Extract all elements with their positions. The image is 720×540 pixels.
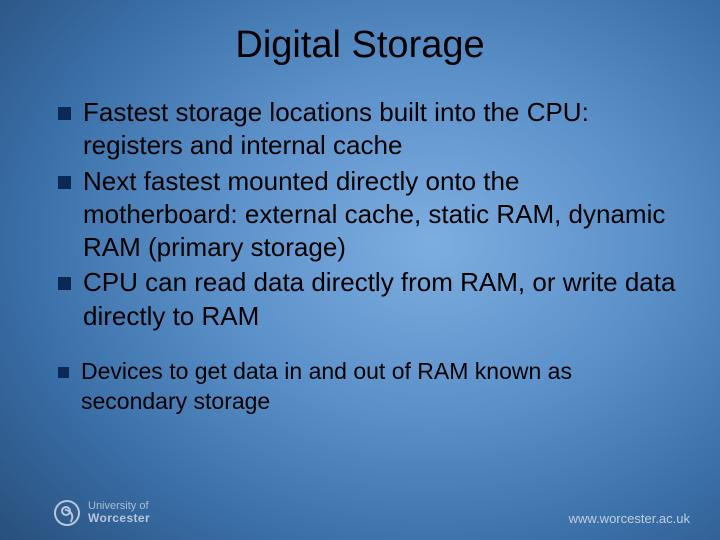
logo-text: University of Worcester <box>88 500 150 525</box>
bullet-text: Fastest storage locations built into the… <box>83 96 680 163</box>
logo-line2: Worcester <box>88 512 150 525</box>
slide-title: Digital Storage <box>0 24 720 67</box>
footer-url: www.worcester.ac.uk <box>569 511 690 526</box>
bullet-group-secondary: Devices to get data in and out of RAM kn… <box>58 357 680 417</box>
bullet-item: Next fastest mounted directly onto the m… <box>58 165 680 265</box>
slide: Digital Storage Fastest storage location… <box>0 0 720 540</box>
bullet-item: CPU can read data directly from RAM, or … <box>58 266 680 333</box>
square-bullet-icon <box>58 176 71 189</box>
square-bullet-icon <box>58 367 69 378</box>
bullet-group-main: Fastest storage locations built into the… <box>58 96 680 333</box>
slide-content: Fastest storage locations built into the… <box>58 96 680 417</box>
bullet-text: Devices to get data in and out of RAM kn… <box>81 357 680 417</box>
square-bullet-icon <box>58 107 71 120</box>
bullet-item: Fastest storage locations built into the… <box>58 96 680 163</box>
university-logo: University of Worcester <box>54 500 150 526</box>
bullet-text: Next fastest mounted directly onto the m… <box>83 165 680 265</box>
bullet-item: Devices to get data in and out of RAM kn… <box>58 357 680 417</box>
bullet-text: CPU can read data directly from RAM, or … <box>83 266 680 333</box>
logo-mark-icon <box>54 500 80 526</box>
square-bullet-icon <box>58 277 71 290</box>
slide-footer: University of Worcester www.worcester.ac… <box>0 500 720 526</box>
logo-line1: University of <box>88 500 150 512</box>
